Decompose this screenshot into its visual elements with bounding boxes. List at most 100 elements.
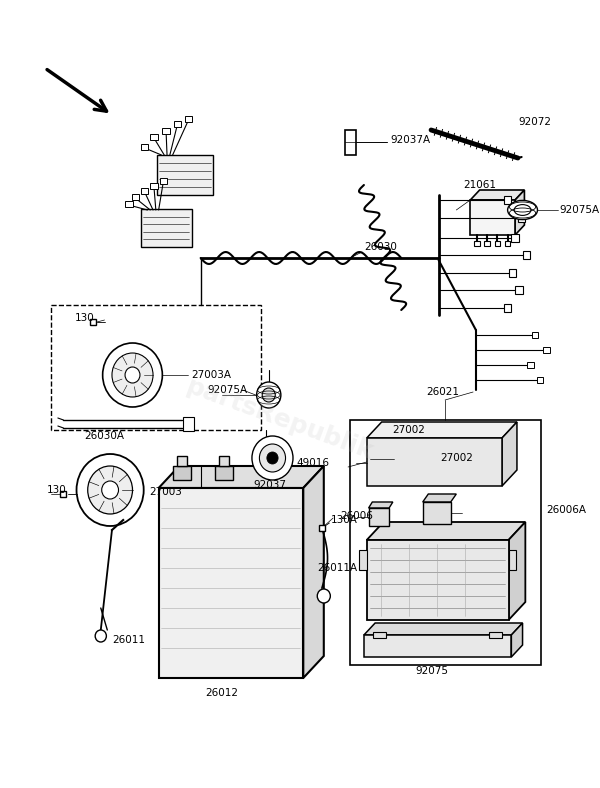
Text: 21061: 21061 xyxy=(463,180,496,190)
Ellipse shape xyxy=(508,200,538,220)
Polygon shape xyxy=(158,466,324,488)
Polygon shape xyxy=(303,466,324,678)
Text: 92075: 92075 xyxy=(415,666,448,676)
Text: 26012: 26012 xyxy=(205,688,238,698)
Bar xyxy=(364,635,511,657)
Bar xyxy=(177,456,187,466)
Ellipse shape xyxy=(514,205,531,215)
Text: 26030A: 26030A xyxy=(84,431,124,441)
Bar xyxy=(367,540,509,620)
Bar xyxy=(150,134,158,140)
Polygon shape xyxy=(509,522,526,620)
Circle shape xyxy=(112,353,153,397)
Bar xyxy=(518,214,526,222)
Text: 27003: 27003 xyxy=(149,487,182,497)
Bar xyxy=(157,155,213,195)
Bar xyxy=(125,201,133,207)
Text: 26011: 26011 xyxy=(112,635,145,645)
Circle shape xyxy=(77,454,144,526)
Bar xyxy=(484,241,490,246)
Bar xyxy=(523,251,530,259)
Bar xyxy=(489,632,502,638)
Bar xyxy=(474,241,479,246)
Bar xyxy=(52,305,261,430)
Bar xyxy=(173,466,191,480)
Text: 92075A: 92075A xyxy=(207,385,247,395)
Text: partsRepublik: partsRepublik xyxy=(183,375,377,465)
Bar xyxy=(141,209,192,247)
Text: 92075A: 92075A xyxy=(560,205,600,215)
Text: 26030: 26030 xyxy=(364,242,397,252)
Circle shape xyxy=(88,466,133,514)
Bar xyxy=(543,347,550,353)
Bar xyxy=(423,502,451,524)
Polygon shape xyxy=(515,190,524,235)
Bar xyxy=(141,188,148,194)
Text: 130: 130 xyxy=(74,313,94,323)
Circle shape xyxy=(102,481,119,499)
Bar xyxy=(394,440,433,478)
Text: 26006: 26006 xyxy=(341,511,373,521)
Bar xyxy=(158,488,303,678)
Polygon shape xyxy=(433,430,442,478)
Polygon shape xyxy=(364,623,523,635)
Polygon shape xyxy=(470,190,524,200)
Polygon shape xyxy=(423,494,456,502)
Circle shape xyxy=(317,589,331,603)
Circle shape xyxy=(257,382,281,408)
Polygon shape xyxy=(394,430,442,440)
Bar xyxy=(504,304,511,312)
Bar xyxy=(141,144,148,150)
Text: 92037: 92037 xyxy=(254,480,287,490)
Text: 27002: 27002 xyxy=(440,453,473,463)
Bar xyxy=(511,234,519,242)
Bar xyxy=(173,121,181,127)
Bar xyxy=(185,116,192,122)
Bar xyxy=(515,286,523,294)
Polygon shape xyxy=(367,422,517,438)
Circle shape xyxy=(125,367,140,383)
Bar xyxy=(183,417,194,431)
Bar xyxy=(504,196,511,204)
Text: 92037A: 92037A xyxy=(390,135,430,145)
Bar xyxy=(536,377,543,383)
Bar xyxy=(359,550,367,570)
Polygon shape xyxy=(511,623,523,657)
Circle shape xyxy=(252,436,293,480)
Text: 49016: 49016 xyxy=(297,458,330,468)
Bar xyxy=(470,200,515,235)
Polygon shape xyxy=(368,502,393,508)
Bar xyxy=(163,128,170,134)
Bar xyxy=(160,178,167,184)
Text: 130: 130 xyxy=(47,485,67,495)
Circle shape xyxy=(267,452,278,464)
Text: 27003A: 27003A xyxy=(191,370,231,380)
Bar xyxy=(131,194,139,200)
Circle shape xyxy=(95,630,106,642)
Polygon shape xyxy=(502,422,517,486)
Bar xyxy=(527,362,534,368)
Text: 92072: 92072 xyxy=(518,117,551,127)
Text: 26006A: 26006A xyxy=(546,505,586,515)
Bar xyxy=(373,632,386,638)
Bar xyxy=(509,550,516,570)
Text: 27002: 27002 xyxy=(392,425,425,435)
Bar xyxy=(532,332,538,338)
Bar xyxy=(368,508,389,526)
Circle shape xyxy=(259,444,286,472)
Bar xyxy=(215,466,233,480)
Circle shape xyxy=(103,343,163,407)
Bar xyxy=(494,241,500,246)
Text: 26011A: 26011A xyxy=(317,563,358,573)
Bar xyxy=(219,456,229,466)
Bar xyxy=(345,130,356,155)
Bar xyxy=(509,269,516,277)
Bar xyxy=(150,183,158,189)
Bar xyxy=(350,420,541,665)
Text: 26021: 26021 xyxy=(427,387,460,397)
Bar xyxy=(505,241,511,246)
Bar xyxy=(367,438,502,486)
Text: 130A: 130A xyxy=(331,515,358,525)
Circle shape xyxy=(262,388,275,402)
Polygon shape xyxy=(367,522,526,540)
